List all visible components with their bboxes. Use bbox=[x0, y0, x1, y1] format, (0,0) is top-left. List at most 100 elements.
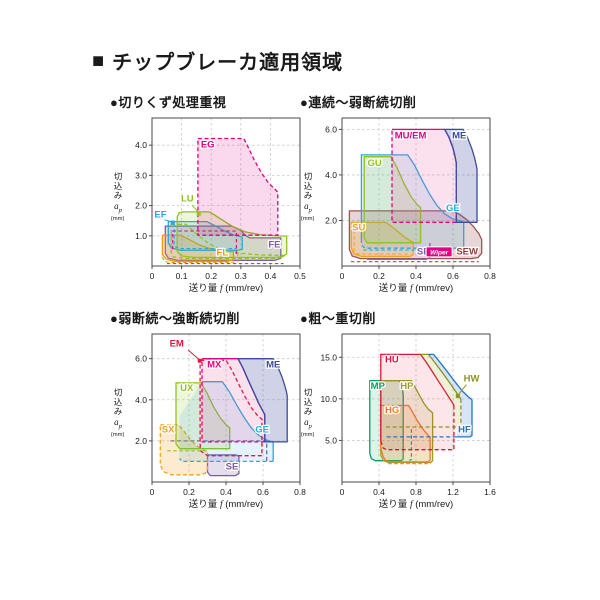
region-label-LU: LU bbox=[181, 193, 194, 204]
plot-interrupted-cutting: 0 0.2 0.4 0.6 0.8 2.0 4.0 6.0 EM MX ME UX GE SX SE bbox=[135, 333, 306, 497]
tick-label-x: 1.6 bbox=[484, 487, 496, 497]
region-border-SE bbox=[170, 440, 268, 462]
chart-heavy-cutting: ●粗〜重切削 切込み ap (mm) 0 0.4 0.8 1.2 1.6 5.0 10.0 1… bbox=[300, 308, 510, 510]
title-square-icon: ■ bbox=[92, 49, 105, 72]
region-label-GE: GE bbox=[255, 424, 269, 435]
guide-line bbox=[161, 252, 239, 264]
region-label-SEW: SEW bbox=[456, 247, 478, 258]
y-axis-title: 切込み ap (mm) bbox=[301, 171, 315, 222]
tick-label-y: 1.0 bbox=[135, 231, 147, 241]
chart-subtitle: ●弱断続〜強断続切削 bbox=[110, 311, 240, 326]
region-border-HU bbox=[380, 353, 455, 441]
region-border-LU bbox=[176, 211, 288, 259]
region-border-MP bbox=[369, 379, 404, 462]
region-label-GU: GU bbox=[368, 158, 382, 169]
leader-marker bbox=[197, 358, 202, 363]
tick-label-x: 0.4 bbox=[264, 271, 276, 281]
region-label-MX: MX bbox=[207, 360, 222, 371]
region-border-ME bbox=[237, 358, 288, 443]
region-border-ME bbox=[444, 128, 478, 223]
region-SE bbox=[207, 454, 239, 476]
region-border-EG bbox=[197, 137, 279, 236]
label-leader-line bbox=[191, 204, 200, 214]
region-EF bbox=[168, 221, 243, 251]
tick-label-y: 4.0 bbox=[135, 140, 147, 150]
region-border-HW bbox=[385, 398, 462, 428]
tick-label-x: 0.4 bbox=[410, 271, 422, 281]
region-SX bbox=[160, 424, 208, 475]
guide-line bbox=[172, 230, 237, 254]
chart-interrupted-cutting: ●弱断続〜強断続切削 切込み ap (mm) 0 0.2 0.4 0.6 0.8 2.0 4… bbox=[110, 308, 320, 510]
chart-chip-control: ●切りくず処理重視 切込み ap (mm) 0 0.1 0.2 0.3 0.4 0.5 1.… bbox=[110, 92, 320, 294]
region-HF bbox=[428, 354, 472, 437]
chart-continuous-cutting: ●連続〜弱断続切削 切込み ap (mm) 0 0.2 0.4 0.6 0.8 2.0 4.… bbox=[300, 92, 510, 294]
region-label-EF: EF bbox=[154, 210, 166, 221]
region-label-SX: SX bbox=[162, 424, 175, 435]
tick-label-x: 0 bbox=[150, 271, 155, 281]
region-MU/EM bbox=[392, 129, 457, 223]
region-label-FL: FL bbox=[217, 248, 229, 259]
x-axis-title: 送り量 f (mm/rev) bbox=[188, 499, 264, 510]
region-border-EF bbox=[167, 220, 243, 251]
region-label-EG: EG bbox=[201, 140, 215, 151]
label-leader-line bbox=[458, 384, 467, 395]
tick-label-x: 0 bbox=[150, 487, 155, 497]
region-label-HG: HG bbox=[385, 405, 399, 416]
plot-heavy-cutting: 0 0.4 0.8 1.2 1.6 5.0 10.0 15.0 HU MP HP HG HW HF bbox=[320, 333, 496, 497]
region-border-HF bbox=[428, 353, 473, 438]
tick-label-x: 0.5 bbox=[294, 271, 306, 281]
guide-line bbox=[173, 223, 237, 250]
region-border-GU bbox=[363, 156, 422, 244]
x-axis-title: 送り量 f (mm/rev) bbox=[378, 499, 454, 510]
leader-marker bbox=[196, 211, 201, 216]
region-MP bbox=[369, 380, 404, 461]
tick-label-y: 15.0 bbox=[320, 352, 337, 362]
tick-label-y: 10.0 bbox=[320, 394, 337, 404]
region-EG bbox=[197, 138, 278, 236]
region-GE bbox=[361, 154, 464, 249]
tick-label-x: 1.2 bbox=[447, 487, 459, 497]
y-axis-title: 切込み ap (mm) bbox=[111, 387, 125, 438]
region-label-HW: HW bbox=[464, 373, 480, 384]
tick-label-x: 0.8 bbox=[410, 487, 422, 497]
chart-subtitle: ●粗〜重切削 bbox=[300, 311, 376, 326]
tick-label-x: 0.4 bbox=[220, 487, 232, 497]
region-HG bbox=[380, 405, 431, 462]
chart-subtitle: ●切りくず処理重視 bbox=[110, 95, 227, 110]
guide-line bbox=[353, 224, 409, 255]
tick-label-x: 0.6 bbox=[257, 487, 269, 497]
region-label-ME: ME bbox=[452, 130, 466, 141]
region-border-SX bbox=[159, 424, 209, 476]
region-label-HU: HU bbox=[385, 355, 399, 366]
region-label-GE: GE bbox=[446, 203, 460, 214]
plot-border bbox=[151, 117, 301, 267]
label-leader-line bbox=[164, 219, 172, 223]
region-HP bbox=[380, 380, 433, 463]
tick-label-x: 0.8 bbox=[294, 487, 306, 497]
tick-label-y: 6.0 bbox=[325, 124, 337, 134]
tick-label-y: 4.0 bbox=[325, 170, 337, 180]
region-FE bbox=[165, 226, 281, 261]
region-ME bbox=[444, 129, 477, 223]
region-label-HP: HP bbox=[400, 381, 414, 392]
y-axis-title: 切込み ap (mm) bbox=[111, 171, 125, 222]
region-HW bbox=[420, 354, 461, 427]
region-label-MP: MP bbox=[371, 381, 386, 392]
region-border-SE bbox=[206, 454, 240, 477]
region-border-LU-sub bbox=[170, 223, 285, 260]
tick-label-x: 0.2 bbox=[205, 271, 217, 281]
tick-label-x: 0.2 bbox=[183, 487, 195, 497]
tick-label-x: 0.2 bbox=[373, 271, 385, 281]
region-HU bbox=[380, 354, 454, 450]
region-label-SU: SU bbox=[352, 222, 365, 233]
tick-label-x: 0.4 bbox=[373, 487, 385, 497]
region-border-MX bbox=[201, 359, 265, 443]
region-label-EM: EM bbox=[170, 338, 184, 349]
tick-label-x: 0 bbox=[340, 271, 345, 281]
region-border-SEW bbox=[348, 210, 483, 260]
chart-subtitle: ●連続〜弱断続切削 bbox=[300, 95, 417, 110]
tick-label-y: 4.0 bbox=[135, 395, 147, 405]
tick-label-y: 3.0 bbox=[135, 170, 147, 180]
tick-label-y: 6.0 bbox=[135, 354, 147, 364]
region-UX bbox=[176, 382, 230, 449]
